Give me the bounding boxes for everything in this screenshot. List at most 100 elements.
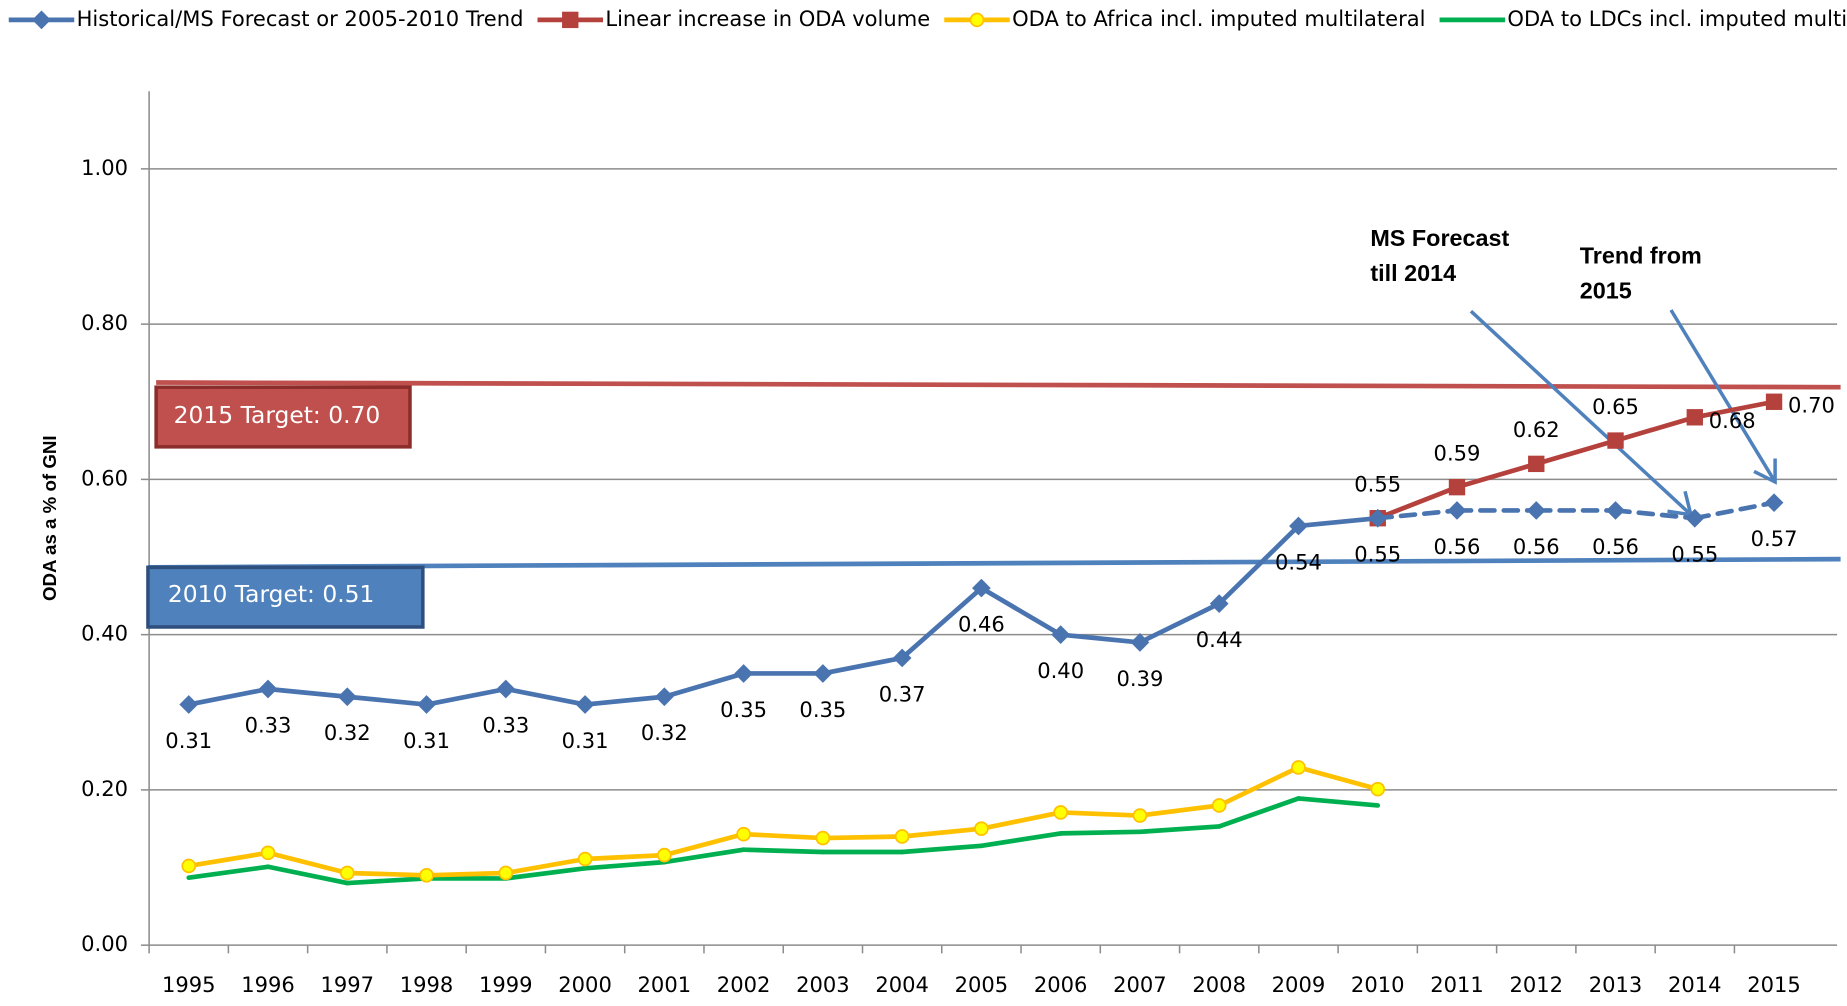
line-segment — [1296, 515, 1381, 529]
point — [1607, 432, 1624, 449]
data-label: 0.35 — [720, 697, 767, 722]
line-segment — [979, 831, 1064, 849]
point — [734, 664, 753, 683]
data-label: 0.65 — [1592, 394, 1639, 419]
point — [337, 687, 357, 707]
line-segment — [662, 671, 746, 700]
annotation: 2015 — [1580, 278, 1632, 304]
x-tick-label: 2009 — [1272, 972, 1326, 997]
annotation: Trend from — [1580, 243, 1702, 269]
point — [1211, 798, 1227, 813]
line-segment — [741, 831, 826, 841]
legend-marker — [32, 10, 51, 30]
line-segment — [186, 686, 271, 707]
target-label: 2010 Target: 0.51 — [168, 580, 375, 608]
target-box — [154, 385, 412, 449]
x-tick-label: 2003 — [796, 972, 850, 997]
data-label: 0.37 — [879, 681, 926, 706]
line-segment — [1296, 765, 1381, 792]
line-segment — [741, 847, 826, 855]
x-tick-label: 2005 — [955, 972, 1009, 997]
point — [1370, 781, 1386, 797]
line-segment — [1613, 508, 1698, 521]
line-segment — [899, 843, 984, 855]
line-segment — [1058, 632, 1143, 645]
line-segment — [344, 694, 429, 707]
point — [1447, 501, 1467, 520]
y-tick-label: 0.00 — [81, 931, 128, 956]
data-label: 0.55 — [1671, 542, 1718, 567]
data-label: 0.55 — [1354, 542, 1401, 567]
x-tick-label: 2007 — [1113, 972, 1167, 997]
annotation: MS Forecast — [1370, 225, 1509, 251]
line-segment — [899, 585, 984, 661]
data-label: 0.35 — [799, 697, 846, 722]
point — [1448, 478, 1466, 496]
line-segment — [1613, 414, 1698, 443]
line-segment — [186, 864, 271, 880]
line-segment — [1216, 796, 1301, 829]
line-segment — [1058, 810, 1143, 818]
point — [577, 851, 593, 867]
line-segment — [820, 655, 905, 676]
x-tick-label: 2010 — [1351, 972, 1405, 997]
line-segment — [1216, 523, 1301, 606]
line-segment — [1454, 461, 1539, 490]
y-tick-label: 0.20 — [81, 776, 128, 801]
line-segment — [899, 826, 984, 839]
point — [736, 826, 751, 842]
point — [417, 695, 436, 714]
data-label: 0.40 — [1037, 658, 1084, 683]
line-segment — [424, 686, 509, 707]
point — [813, 664, 833, 683]
line-segment — [662, 831, 746, 858]
line-segment — [344, 870, 429, 878]
point — [1528, 455, 1545, 473]
point — [496, 679, 516, 699]
target-label: 2015 Target: 0.70 — [174, 401, 381, 429]
line-segment — [1137, 803, 1222, 818]
line-segment — [1058, 829, 1143, 836]
series — [181, 760, 1386, 883]
point — [179, 695, 199, 714]
point — [181, 858, 197, 874]
x-tick-label: 2001 — [638, 972, 692, 997]
line-segment — [582, 859, 667, 871]
line-segment — [979, 810, 1064, 832]
point — [657, 847, 672, 863]
data-label: 0.70 — [1788, 392, 1835, 417]
x-tick-label: 1997 — [320, 972, 374, 997]
line-segment — [1296, 796, 1381, 808]
legend-label: ODA to LDCs incl. imputed multilateral — [1507, 6, 1847, 31]
data-label: 0.56 — [1592, 534, 1639, 559]
series — [179, 493, 1784, 714]
legend-marker — [562, 11, 579, 29]
y-axis-label: ODA as a % of GNI — [39, 435, 60, 601]
line-segment — [582, 852, 667, 862]
y-tick-label: 1.00 — [81, 155, 128, 180]
x-tick-label: 1995 — [162, 972, 216, 997]
x-tick-label: 2011 — [1430, 972, 1484, 997]
arrow — [1469, 309, 1777, 517]
point — [1053, 805, 1068, 820]
x-tick-label: 2012 — [1509, 972, 1563, 997]
annotation: till 2014 — [1370, 260, 1456, 286]
point — [1606, 501, 1625, 520]
line-segment — [662, 847, 746, 865]
point — [1526, 501, 1546, 520]
data-label: 0.54 — [1275, 549, 1322, 574]
point — [1132, 808, 1148, 823]
data-label: 0.55 — [1354, 471, 1401, 496]
point — [1291, 760, 1306, 775]
data-label: 0.56 — [1513, 534, 1560, 559]
x-tick-label: 2014 — [1668, 972, 1722, 997]
data-label: 0.33 — [245, 712, 292, 737]
point — [419, 867, 434, 883]
x-tick-label: 2000 — [558, 972, 612, 997]
line-segment — [265, 864, 350, 886]
x-tick-label: 1998 — [400, 972, 454, 997]
line-segment — [979, 585, 1064, 637]
line-segment — [1375, 484, 1460, 521]
data-label: 0.31 — [562, 728, 609, 753]
